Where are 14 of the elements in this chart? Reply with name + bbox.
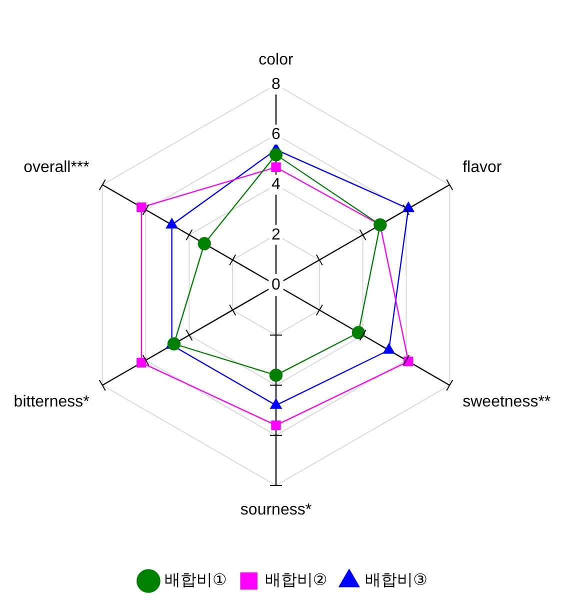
y-tick-label: 4: [272, 176, 281, 194]
spoke-label: color: [258, 51, 294, 68]
legend-label: 배합비①: [164, 570, 227, 590]
y-tick-label: 0: [272, 276, 281, 294]
y-tick-label: 6: [272, 126, 281, 144]
legend-label: 배합비②: [264, 570, 328, 590]
legend-label: 배합비③: [365, 570, 428, 590]
spoke-label: sweetness**: [462, 394, 551, 411]
spoke-label: overall***: [24, 159, 90, 176]
spoke-label: sourness*: [240, 501, 312, 518]
y-tick-label: 2: [272, 226, 281, 244]
spoke-label: bitterness*: [14, 394, 90, 411]
y-tick-label: 8: [272, 76, 281, 93]
spoke-label: flavor: [462, 159, 502, 176]
